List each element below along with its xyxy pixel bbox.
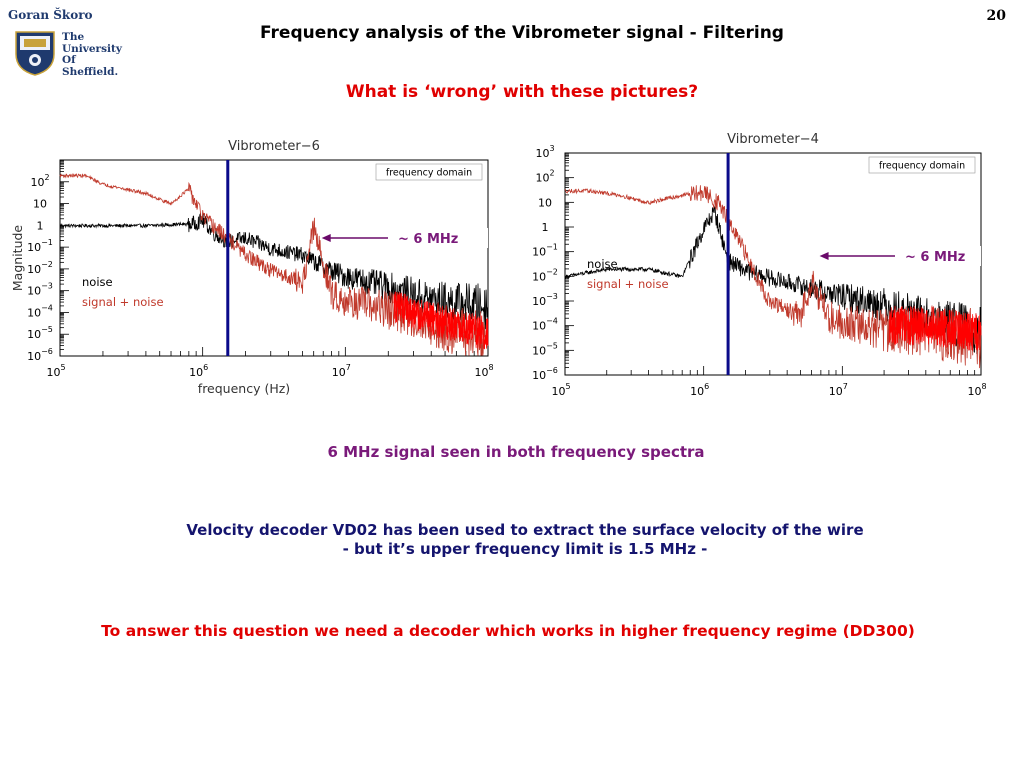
y-tick-label: 1 [37, 219, 44, 232]
y-tick-label: 10 [538, 196, 552, 209]
x-tick-label: 106 [189, 363, 208, 379]
y-axis-label: Magnitude [10, 225, 25, 292]
author-name: Goran Škoro [8, 8, 93, 22]
annotation-box [868, 156, 976, 174]
y-tick-label: 10 [33, 198, 47, 211]
legend-noise: noise [587, 257, 618, 271]
signal-noise-dense-band [393, 291, 489, 350]
x-axis-label: frequency (Hz) [198, 381, 290, 396]
y-tick-label: 102 [30, 173, 49, 189]
signal-noise-dense-band [889, 305, 982, 351]
y-tick-label: 10−4 [27, 303, 53, 319]
y-tick-label: 10−1 [532, 243, 558, 259]
x-tick-label: 107 [829, 382, 848, 398]
arrow-label: ~ 6 MHz [905, 250, 965, 265]
y-tick-label: 10−1 [27, 238, 53, 254]
logo-line: Of [62, 54, 76, 66]
arrow-head [321, 234, 331, 242]
x-tick-label: 108 [967, 382, 986, 398]
legend-signal-noise: signal + noise [587, 277, 669, 291]
x-tick-label: 106 [690, 382, 709, 398]
y-tick-label: 10−3 [532, 292, 558, 308]
x-tick-label: 105 [46, 363, 65, 379]
legend-noise: noise [82, 275, 113, 289]
y-tick-label: 10−2 [532, 267, 558, 283]
decoder-text: Velocity decoder VD02 has been used to e… [186, 521, 864, 539]
chart-title: Vibrometer−6 [228, 139, 320, 154]
chart-title: Vibrometer−4 [727, 132, 819, 147]
y-tick-label: 10−6 [27, 347, 53, 363]
university-crest-icon [15, 31, 55, 76]
page-number: 20 [986, 8, 1006, 24]
y-tick-label: 103 [535, 144, 554, 160]
arrow-label-bg [901, 246, 981, 266]
y-tick-label: 10−3 [27, 282, 53, 298]
vibrometer-6-chart: Vibrometer−6 frequency domain ~ 6 MHz noise… [10, 139, 494, 396]
signal-noise-series-line [564, 185, 982, 369]
vibrometer-4-chart: Vibrometer−4 frequency domain ~ 6 MHz noise… [532, 132, 986, 398]
arrow-label-bg [394, 228, 488, 248]
x-tick-label: 105 [551, 382, 570, 398]
y-tick-label: 102 [535, 169, 554, 185]
slide-subtitle: What is ‘wrong’ with these pictures? [345, 82, 699, 102]
y-tick-label: 1 [542, 221, 549, 234]
plot-frame [59, 159, 489, 357]
y-tick-label: 10−5 [27, 325, 53, 341]
logo-line: The [62, 31, 85, 43]
signal-noise-series-line [59, 172, 488, 356]
slide-title: Frequency analysis of the Vibrometer sig… [260, 23, 784, 43]
y-tick-label: 10−4 [532, 317, 558, 333]
y-tick-label: 10−6 [532, 366, 558, 382]
legend-signal-noise: signal + noise [82, 295, 164, 309]
university-logo-text: The University Of Sheffield. [62, 31, 122, 78]
annotation-box [375, 163, 483, 181]
x-tick-label: 108 [474, 363, 493, 379]
y-tick-label: 10−2 [27, 260, 53, 276]
conclusion-text: To answer this question we need a decode… [101, 622, 915, 640]
finding-text: 6 MHz signal seen in both frequency spec… [327, 443, 705, 461]
logo-line: Sheffield. [62, 65, 119, 78]
noise-series-line [59, 212, 489, 330]
y-tick-label: 10−5 [532, 341, 558, 357]
logo-line: University [62, 42, 122, 55]
annotation-box-label: frequency domain [879, 161, 965, 172]
arrow-label: ~ 6 MHz [398, 232, 458, 247]
arrow-head [819, 252, 829, 260]
x-tick-label: 107 [332, 363, 351, 379]
decoder-limit-text: - but it’s upper frequency limit is 1.5 … [342, 540, 708, 558]
annotation-box-label: frequency domain [386, 168, 472, 179]
